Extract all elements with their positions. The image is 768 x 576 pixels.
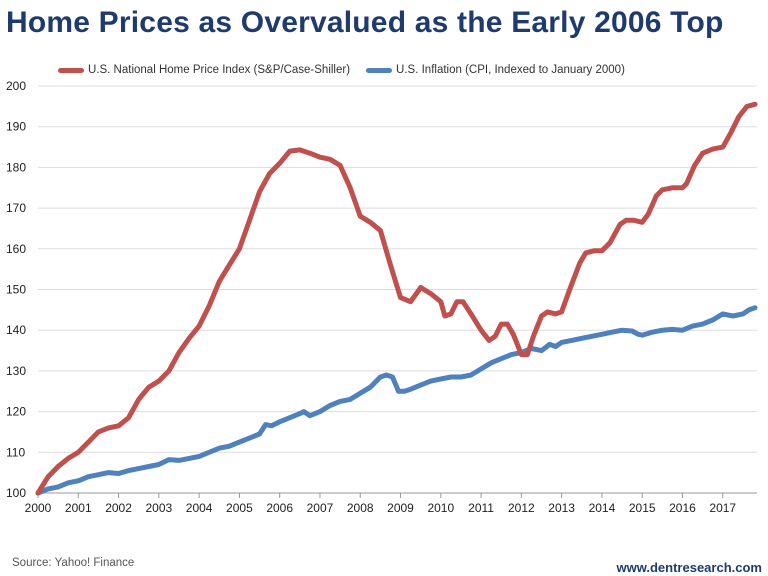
y-tick-label-170: 170: [6, 201, 26, 215]
chart-legend: U.S. National Home Price Index (S&P/Case…: [58, 64, 625, 76]
x-tick-label-2014: 2014: [589, 501, 616, 515]
x-tick-label-2001: 2001: [65, 501, 92, 515]
y-tick-label-120: 120: [6, 405, 26, 419]
legend-item-home-price: U.S. National Home Price Index (S&P/Case…: [58, 64, 350, 76]
x-tick-label-2003: 2003: [145, 501, 172, 515]
x-tick-label-2009: 2009: [387, 501, 414, 515]
x-tick-label-2012: 2012: [508, 501, 535, 515]
x-tick-label-2015: 2015: [629, 501, 656, 515]
y-tick-label-150: 150: [6, 283, 26, 297]
x-tick-label-2006: 2006: [266, 501, 293, 515]
x-tick-label-2000: 2000: [25, 501, 52, 515]
y-tick-label-110: 110: [6, 445, 25, 459]
series-line-inflation: [35, 305, 758, 496]
y-tick-label-200: 200: [6, 79, 26, 93]
x-tick-label-2005: 2005: [226, 501, 253, 515]
website-label: www.dentresearch.com: [616, 560, 762, 575]
legend-swatch-home-price: [58, 67, 84, 73]
legend-label-home-price: U.S. National Home Price Index (S&P/Case…: [88, 64, 351, 76]
series-lines: [35, 101, 758, 496]
x-tick-label-2007: 2007: [307, 501, 334, 515]
series-line-home-price: [35, 101, 758, 496]
y-tick-label-180: 180: [6, 160, 26, 174]
x-tick-label-2011: 2011: [468, 501, 494, 515]
y-tick-label-100: 100: [6, 486, 26, 500]
x-tick-label-2010: 2010: [427, 501, 454, 515]
legend-item-inflation: U.S. Inflation (CPI, Indexed to January …: [366, 64, 625, 76]
x-axis-ticks: 2000 2001 2002 2003 2004 2005 2006 2007 2008 2009…: [25, 493, 736, 515]
legend-swatch-inflation: [366, 67, 393, 73]
y-tick-label-190: 190: [6, 120, 26, 134]
source-note: Source: Yahoo! Finance: [12, 557, 135, 569]
y-tick-label-160: 160: [6, 242, 26, 256]
legend-label-inflation: U.S. Inflation (CPI, Indexed to January …: [396, 64, 625, 76]
x-tick-label-2013: 2013: [548, 501, 575, 515]
x-tick-label-2016: 2016: [669, 501, 696, 515]
x-tick-label-2017: 2017: [709, 501, 736, 515]
y-axis-ticks: 100 110 120 130 140 150 160 170 180 190 200: [6, 79, 26, 500]
x-tick-label-2004: 2004: [186, 501, 213, 515]
y-tick-label-140: 140: [6, 323, 26, 337]
y-tick-label-130: 130: [6, 364, 26, 378]
x-tick-label-2008: 2008: [347, 501, 374, 515]
chart-title: Home Prices as Overvalued as the Early 2…: [6, 6, 724, 39]
x-tick-label-2002: 2002: [105, 501, 132, 515]
gridlines: [38, 85, 757, 494]
